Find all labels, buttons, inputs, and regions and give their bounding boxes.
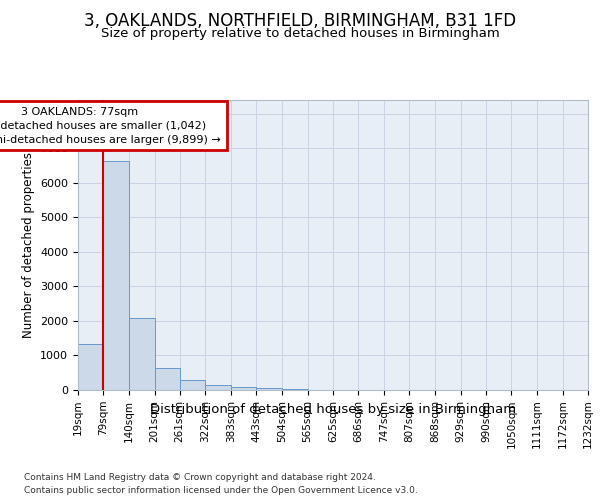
- Text: Contains HM Land Registry data © Crown copyright and database right 2024.: Contains HM Land Registry data © Crown c…: [24, 472, 376, 482]
- Bar: [256, 388, 282, 390]
- Bar: [180, 380, 205, 390]
- Bar: [155, 368, 180, 390]
- Bar: [282, 389, 308, 390]
- Bar: [78, 344, 103, 390]
- Bar: [205, 385, 231, 390]
- Text: Distribution of detached houses by size in Birmingham: Distribution of detached houses by size …: [150, 402, 516, 415]
- Bar: [103, 162, 129, 390]
- Text: 3 OAKLANDS: 77sqm
← 9% of detached houses are smaller (1,042)
90% of semi-detach: 3 OAKLANDS: 77sqm ← 9% of detached house…: [0, 107, 221, 145]
- Text: 3, OAKLANDS, NORTHFIELD, BIRMINGHAM, B31 1FD: 3, OAKLANDS, NORTHFIELD, BIRMINGHAM, B31…: [84, 12, 516, 30]
- Text: Contains public sector information licensed under the Open Government Licence v3: Contains public sector information licen…: [24, 486, 418, 495]
- Y-axis label: Number of detached properties: Number of detached properties: [22, 152, 35, 338]
- Bar: [129, 318, 155, 390]
- Text: Size of property relative to detached houses in Birmingham: Size of property relative to detached ho…: [101, 28, 499, 40]
- Bar: [231, 386, 256, 390]
